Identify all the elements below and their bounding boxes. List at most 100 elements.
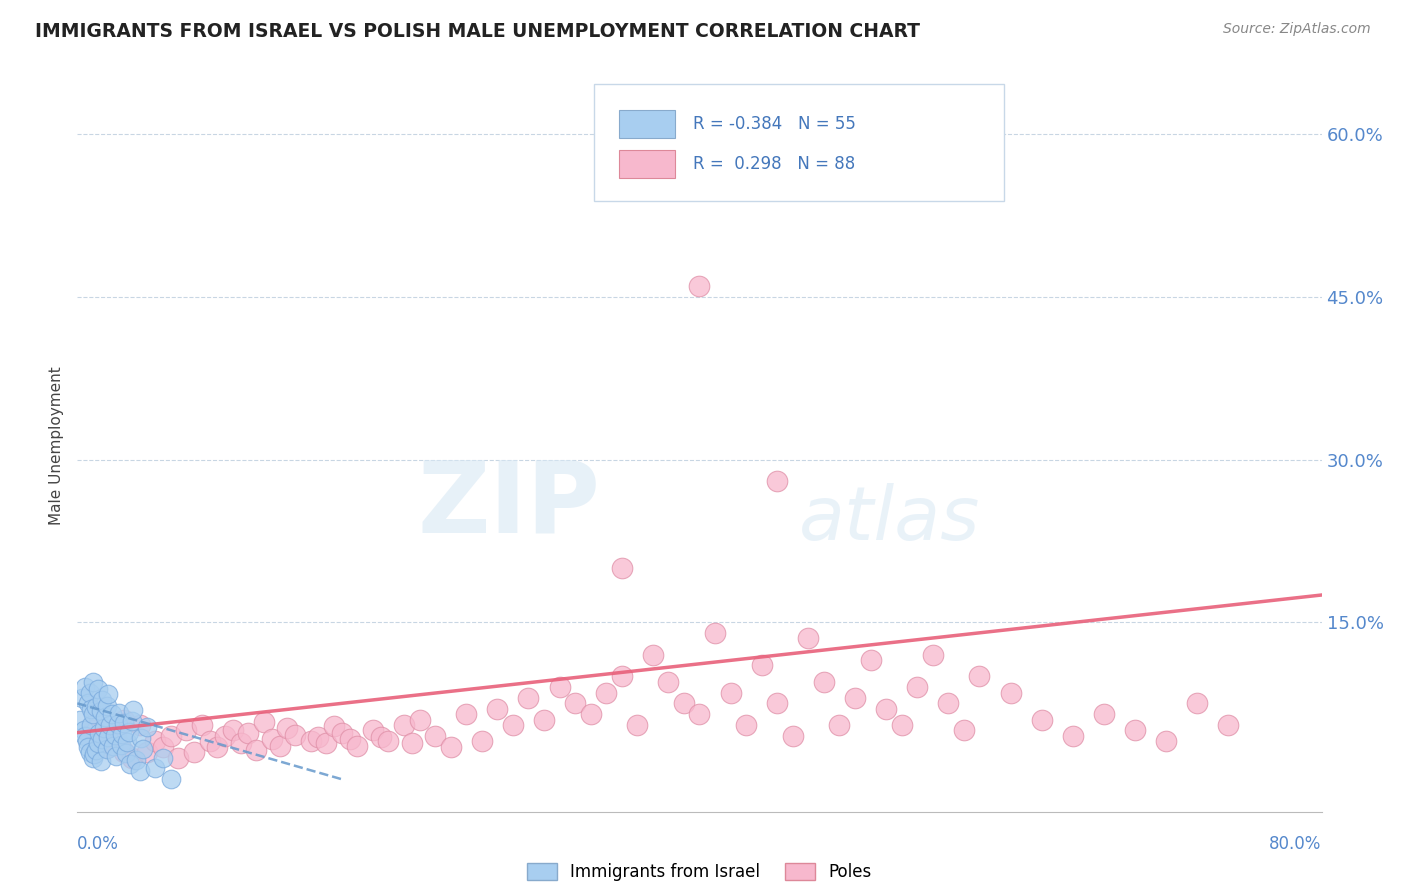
Point bbox=[84, 743, 107, 757]
Point bbox=[90, 754, 112, 768]
Point bbox=[86, 682, 108, 697]
Point bbox=[844, 690, 866, 705]
Point bbox=[112, 713, 135, 727]
Point bbox=[152, 750, 174, 764]
Point bbox=[76, 734, 98, 748]
Point bbox=[921, 648, 943, 662]
Point bbox=[118, 724, 141, 739]
Point bbox=[82, 707, 104, 722]
Point bbox=[115, 735, 138, 749]
Point bbox=[533, 713, 555, 727]
Bar bbox=[619, 151, 675, 178]
Point bbox=[440, 739, 463, 754]
Point bbox=[174, 723, 197, 738]
Point bbox=[253, 714, 276, 729]
Point bbox=[114, 746, 136, 760]
Point bbox=[125, 753, 148, 767]
Text: 80.0%: 80.0% bbox=[1270, 835, 1322, 853]
Point bbox=[79, 745, 101, 759]
Point bbox=[1187, 697, 1209, 711]
Point bbox=[97, 687, 120, 701]
Point bbox=[80, 718, 103, 732]
Y-axis label: Male Unemployment: Male Unemployment bbox=[49, 367, 65, 525]
Bar bbox=[619, 111, 675, 138]
Point bbox=[579, 707, 602, 722]
Point bbox=[79, 685, 101, 699]
Point bbox=[105, 729, 128, 743]
Point bbox=[471, 734, 494, 748]
Point bbox=[595, 685, 617, 699]
Point bbox=[108, 706, 131, 720]
Point bbox=[641, 648, 664, 662]
Point bbox=[1218, 718, 1240, 732]
Point bbox=[548, 680, 571, 694]
Point bbox=[828, 718, 851, 732]
Point bbox=[82, 674, 104, 689]
Point bbox=[517, 690, 540, 705]
Point bbox=[152, 739, 174, 754]
Text: Source: ZipAtlas.com: Source: ZipAtlas.com bbox=[1223, 22, 1371, 37]
Point bbox=[564, 697, 586, 711]
Point bbox=[128, 764, 150, 778]
Point bbox=[70, 690, 93, 705]
Point bbox=[183, 745, 205, 759]
Text: atlas: atlas bbox=[799, 483, 980, 555]
Point bbox=[346, 739, 368, 753]
Point bbox=[672, 697, 695, 711]
Point bbox=[91, 732, 114, 747]
Point bbox=[77, 739, 100, 754]
Point bbox=[198, 734, 221, 748]
Point bbox=[104, 728, 127, 742]
Point bbox=[284, 728, 307, 742]
Point bbox=[720, 685, 742, 699]
Point bbox=[82, 750, 104, 764]
Point bbox=[129, 731, 152, 745]
Point bbox=[401, 736, 423, 750]
Point bbox=[96, 698, 118, 713]
Text: ZIP: ZIP bbox=[418, 456, 600, 553]
Point bbox=[751, 658, 773, 673]
Point bbox=[657, 674, 679, 689]
Text: R = -0.384   N = 55: R = -0.384 N = 55 bbox=[693, 115, 856, 133]
Point bbox=[905, 680, 928, 694]
Point bbox=[689, 279, 711, 293]
Point bbox=[97, 730, 120, 744]
Point bbox=[953, 723, 976, 738]
Point bbox=[610, 669, 633, 683]
Point bbox=[131, 742, 153, 756]
Point bbox=[610, 561, 633, 575]
Text: IMMIGRANTS FROM ISRAEL VS POLISH MALE UNEMPLOYMENT CORRELATION CHART: IMMIGRANTS FROM ISRAEL VS POLISH MALE UN… bbox=[35, 22, 920, 41]
Point bbox=[1092, 707, 1115, 722]
Point bbox=[276, 721, 298, 735]
Point bbox=[502, 718, 524, 732]
Point bbox=[214, 729, 236, 743]
Point bbox=[97, 739, 120, 754]
Point bbox=[105, 749, 128, 764]
Point bbox=[222, 723, 245, 738]
Point bbox=[797, 632, 820, 646]
Point bbox=[408, 713, 430, 727]
Point bbox=[238, 725, 260, 739]
Point bbox=[875, 702, 897, 716]
Point bbox=[128, 718, 150, 732]
Point bbox=[159, 772, 181, 787]
Point bbox=[112, 745, 135, 759]
Point bbox=[112, 715, 135, 730]
Point bbox=[229, 736, 252, 750]
Point bbox=[93, 721, 115, 735]
Point bbox=[269, 739, 291, 753]
Point bbox=[370, 730, 392, 744]
Point bbox=[307, 730, 329, 744]
Point bbox=[361, 723, 384, 738]
Point bbox=[423, 729, 446, 743]
Point bbox=[77, 697, 100, 711]
Point bbox=[245, 743, 267, 757]
Point bbox=[136, 745, 159, 759]
Point bbox=[72, 723, 94, 738]
Point bbox=[969, 669, 991, 683]
Point bbox=[98, 718, 121, 732]
Point bbox=[486, 702, 509, 716]
Point bbox=[75, 729, 97, 743]
Point bbox=[456, 707, 478, 722]
Legend: Immigrants from Israel, Poles: Immigrants from Israel, Poles bbox=[520, 856, 879, 888]
